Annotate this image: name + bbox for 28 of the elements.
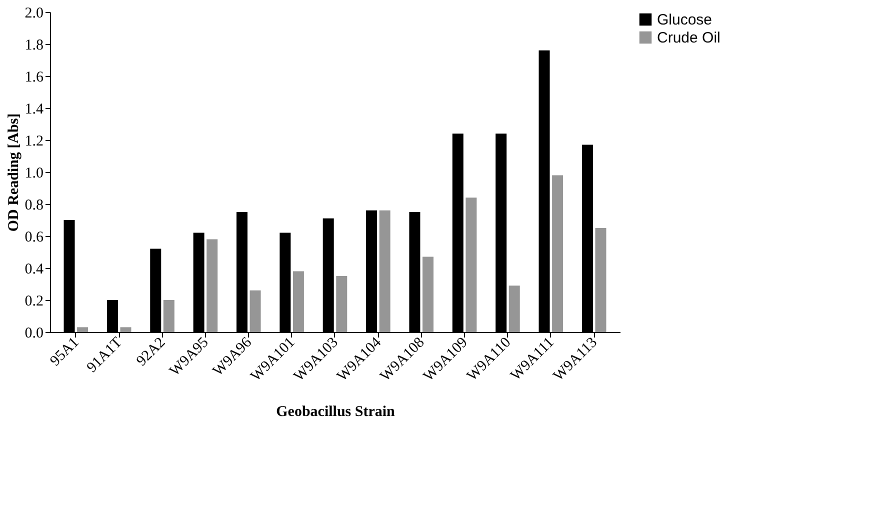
bar	[508, 286, 520, 332]
y-tick-label: 1.4	[24, 102, 44, 118]
y-tick-label: 0.0	[24, 326, 44, 342]
bar	[206, 239, 218, 332]
bar	[466, 198, 477, 332]
y-tick-label: 1.0	[24, 166, 44, 182]
bar	[552, 175, 564, 332]
bar	[292, 271, 304, 332]
bar	[379, 210, 390, 332]
bar	[120, 327, 132, 332]
bar	[336, 276, 348, 332]
y-tick-label: 0.2	[24, 294, 44, 310]
y-axis-title: OD Reading [Abs]	[6, 113, 22, 232]
legend-label: Crude Oil	[657, 30, 720, 46]
y-tick-label: 1.8	[24, 38, 44, 54]
y-tick-label: 0.8	[24, 198, 44, 214]
bar	[250, 290, 261, 332]
y-tick-label: 0.4	[24, 262, 44, 278]
legend-label: Glucose	[657, 12, 712, 28]
bar	[77, 327, 88, 332]
bar	[163, 300, 174, 332]
y-tick-label: 1.2	[24, 134, 44, 150]
bar	[422, 256, 434, 332]
bar	[595, 228, 606, 332]
y-tick-label: 0.6	[24, 230, 44, 246]
x-axis-title: Geobacillus Strain	[276, 404, 396, 420]
y-tick-label: 2.0	[24, 6, 44, 22]
y-tick-label: 1.6	[24, 70, 44, 86]
